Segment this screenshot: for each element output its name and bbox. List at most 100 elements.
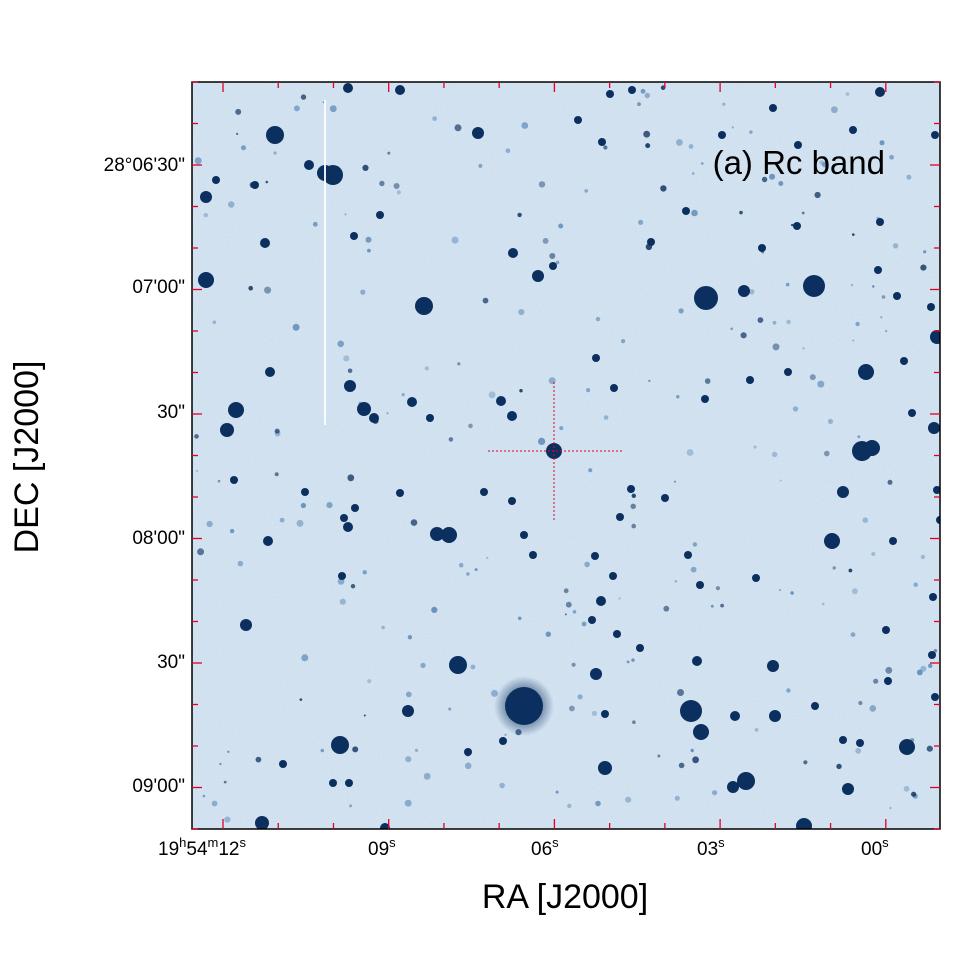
faint-star [264, 286, 272, 294]
faint-star [690, 566, 697, 573]
faint-star [545, 631, 551, 637]
faint-star [704, 378, 711, 384]
star [899, 739, 915, 755]
x-tick-label: 03s [697, 835, 725, 860]
faint-star [862, 517, 869, 523]
faint-star [538, 181, 546, 188]
faint-star [386, 412, 389, 415]
star [598, 138, 606, 146]
faint-star [754, 728, 759, 732]
faint-star [678, 308, 684, 314]
x-tick-label: 19h54m12s [158, 835, 247, 860]
star [928, 422, 940, 434]
faint-star [223, 780, 227, 784]
faint-star [454, 124, 462, 132]
faint-star [420, 662, 426, 669]
star [260, 238, 270, 248]
faint-star [674, 795, 680, 801]
faint-star [858, 700, 863, 706]
star [507, 411, 517, 421]
faint-star [648, 379, 651, 382]
star [613, 630, 621, 638]
faint-star [851, 588, 858, 595]
faint-star [235, 108, 242, 115]
faint-star [431, 606, 438, 614]
star [738, 285, 750, 297]
star [928, 651, 936, 659]
star [396, 489, 404, 497]
star [606, 90, 614, 98]
faint-star [644, 92, 650, 99]
star [680, 700, 702, 722]
star [532, 270, 544, 282]
star [449, 656, 467, 674]
sky-image [192, 82, 940, 829]
faint-star [889, 806, 892, 810]
faint-star [691, 209, 698, 217]
faint-star [343, 355, 350, 362]
faint-star [626, 660, 630, 664]
faint-star [933, 649, 938, 653]
star [767, 660, 779, 672]
faint-star [879, 140, 885, 146]
faint-star [451, 236, 459, 244]
faint-star [673, 480, 677, 483]
star [255, 816, 269, 829]
faint-star [396, 190, 401, 195]
star [441, 527, 457, 543]
faint-star [299, 698, 303, 701]
faint-star [913, 582, 918, 587]
faint-star [928, 663, 933, 668]
faint-star [195, 469, 199, 473]
faint-star [464, 762, 472, 770]
faint-star [301, 654, 309, 662]
y-tick-label: 28°06'30" [104, 155, 185, 176]
faint-stars [194, 85, 938, 823]
faint-star [630, 503, 636, 509]
star [329, 779, 337, 787]
faint-star [690, 748, 694, 753]
faint-star [227, 750, 230, 753]
faint-star [678, 762, 685, 769]
star [266, 126, 284, 144]
faint-star [555, 790, 559, 794]
faint-star [855, 747, 862, 754]
faint-star [448, 437, 454, 442]
star [331, 736, 349, 754]
faint-star [505, 148, 511, 154]
star [591, 552, 599, 560]
star [769, 710, 781, 722]
faint-star [827, 418, 834, 424]
y-axis-title: DEC [J2000] [8, 361, 46, 554]
faint-star [572, 610, 577, 614]
star [784, 368, 792, 376]
star [931, 131, 939, 139]
faint-star [296, 519, 304, 527]
faint-star [824, 450, 830, 457]
x-tick-labels: 19h54m12s 09s 06s 03s 00s [158, 835, 889, 860]
target-crosshair [488, 382, 622, 520]
faint-star [848, 568, 853, 573]
faint-star [631, 523, 636, 529]
faint-star [603, 145, 608, 150]
star [549, 262, 557, 270]
faint-star [881, 295, 886, 299]
faint-star [785, 282, 790, 287]
star [251, 181, 259, 189]
faint-star [645, 143, 651, 149]
faint-star [401, 393, 405, 397]
faint-star [691, 172, 695, 175]
star [931, 693, 939, 701]
faint-star [710, 604, 714, 608]
faint-star [274, 472, 279, 477]
faint-star [686, 449, 694, 456]
faint-star [892, 243, 899, 249]
x-tick-label: 09s [368, 835, 396, 860]
faint-star [211, 800, 218, 807]
faint-star [720, 603, 724, 608]
faint-star [749, 289, 755, 295]
star [230, 476, 238, 484]
star [574, 116, 582, 124]
star [588, 616, 596, 624]
faint-star [625, 796, 632, 803]
